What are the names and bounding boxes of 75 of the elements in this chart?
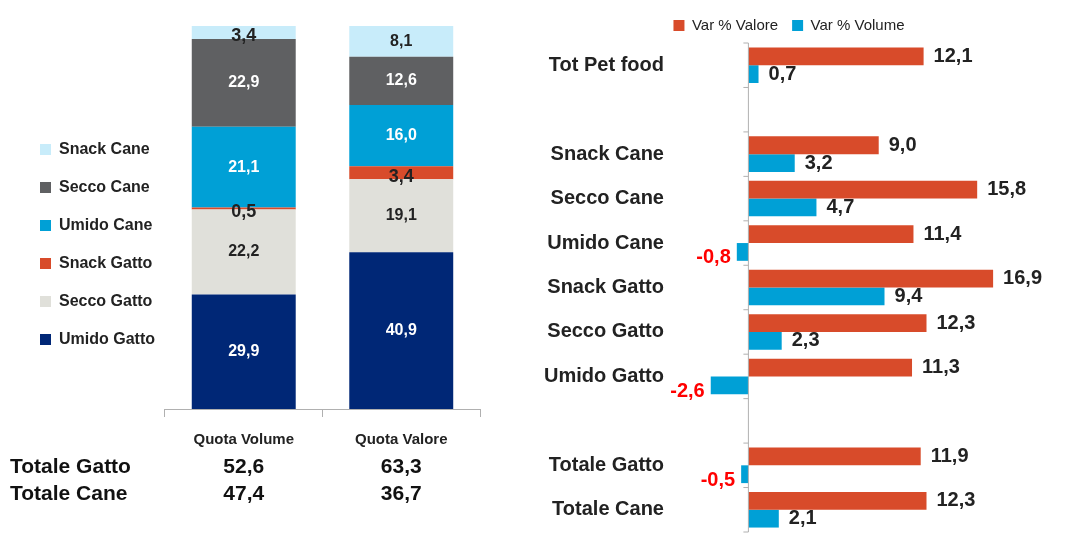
bar	[748, 47, 924, 66]
data-label: 2,1	[788, 506, 817, 529]
data-label: 16,9	[1003, 266, 1043, 289]
y-tick-label: Snack Gatto	[547, 275, 664, 298]
data-label: 8,1	[390, 31, 413, 49]
data-label: -2,6	[670, 378, 705, 401]
y-tick-label: Totale Gatto	[548, 452, 664, 475]
text: 47,4	[223, 480, 265, 504]
bar	[349, 104, 454, 167]
bar	[748, 358, 913, 377]
data-label: 29,9	[228, 342, 260, 360]
y-tick-label: Tot Pet food	[548, 52, 664, 75]
data-label: 4,7	[826, 195, 855, 217]
data-label: 16,0	[385, 125, 417, 143]
data-label: 11,3	[922, 355, 960, 378]
bar	[748, 491, 927, 510]
data-label: 2,3	[791, 328, 820, 351]
data-label: 11,9	[930, 443, 969, 466]
bar	[748, 180, 978, 199]
bar	[748, 509, 779, 528]
text: 63,3	[380, 453, 422, 477]
data-label: 11,4	[923, 221, 963, 244]
legend-label: Secco Cane	[59, 177, 150, 195]
bar	[748, 136, 879, 155]
bar	[748, 314, 927, 332]
y-tick-label: Secco Cane	[550, 186, 664, 209]
bar	[748, 447, 921, 466]
y-tick-label: Umido Gatto	[543, 363, 664, 386]
bar	[349, 56, 454, 105]
legend-label: Umido Gatto	[59, 329, 156, 347]
data-label: 12,3	[936, 488, 976, 511]
data-label: 22,2	[228, 242, 260, 260]
bar	[748, 331, 782, 350]
x-tick-label: Quota Valore	[354, 430, 448, 448]
data-label: 15,8	[987, 177, 1027, 200]
data-label: 40,9	[385, 321, 417, 339]
legend-label: Snack Gatto	[59, 253, 153, 271]
data-label: 0,7	[768, 61, 797, 84]
data-label: 9,0	[888, 132, 917, 155]
bar	[349, 26, 454, 57]
legend-label: Var % Valore	[691, 15, 779, 33]
bar	[748, 65, 759, 84]
y-tick-label: Secco Gatto	[547, 319, 664, 342]
data-label: -0,8	[696, 245, 731, 268]
bar	[748, 198, 817, 217]
data-label: 12,3	[936, 310, 976, 333]
legend-label: Var % Volume	[810, 15, 905, 33]
bar	[736, 243, 749, 261]
y-tick-label: Umido Cane	[547, 230, 664, 253]
bar	[748, 154, 795, 172]
y-tick-label: Totale Cane	[552, 497, 664, 520]
bar	[748, 225, 914, 244]
data-label: 21,1	[228, 157, 260, 175]
data-label: 12,6	[385, 71, 417, 89]
bar	[710, 376, 749, 395]
text: Totale Gatto	[10, 453, 131, 477]
bar	[191, 294, 296, 409]
data-label: 22,9	[228, 73, 260, 91]
legend-label: Snack Cane	[59, 139, 150, 157]
bar	[741, 465, 749, 484]
data-label: -0,5	[700, 467, 736, 490]
text: 52,6	[223, 453, 265, 477]
bar	[748, 269, 994, 288]
legend-label: Secco Gatto	[59, 291, 153, 309]
text: Totale Cane	[10, 480, 128, 504]
data-label: 19,1	[385, 206, 417, 224]
bar	[748, 287, 885, 306]
y-tick-label: Snack Cane	[550, 141, 664, 164]
data-label: 12,1	[933, 43, 973, 66]
text: 36,7	[380, 480, 422, 504]
legend-label: Umido Cane	[59, 215, 153, 233]
x-tick-label: Quota Volume	[193, 430, 295, 448]
data-label: 9,4	[894, 283, 924, 306]
data-label: 3,2	[804, 150, 833, 173]
bar	[349, 252, 454, 409]
